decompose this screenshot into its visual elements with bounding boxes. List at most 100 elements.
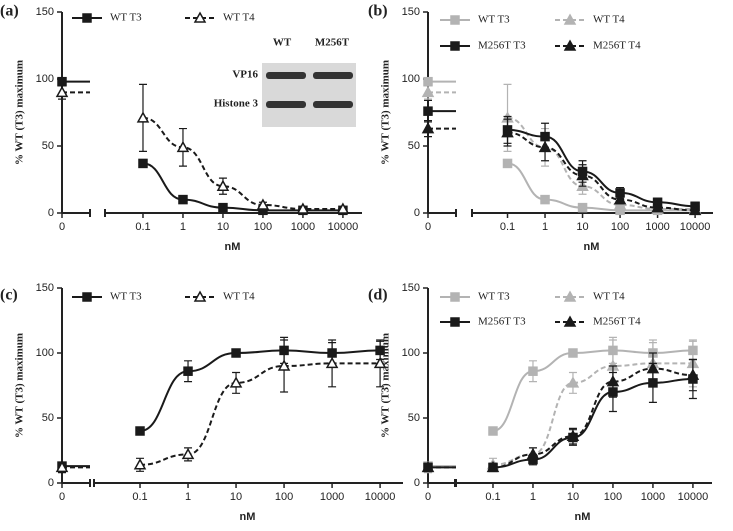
y-tick-label: 0: [414, 207, 420, 219]
y-tick-label: 0: [414, 477, 420, 489]
fit-curve: [428, 110, 696, 208]
marker: [613, 193, 627, 205]
x-tick-label: 10: [567, 491, 579, 503]
x-tick-label: 10: [576, 221, 588, 233]
legend-label: WT T4: [223, 291, 255, 303]
legend-label: M256T T4: [593, 316, 641, 328]
marker: [136, 111, 150, 123]
y-tick-label: 150: [402, 282, 420, 294]
x-tick-label: 100: [611, 221, 629, 233]
marker: [373, 356, 387, 369]
panel-label: (a): [0, 3, 19, 20]
legend-marker: [450, 41, 460, 51]
marker: [566, 376, 580, 388]
marker: [256, 198, 270, 210]
legend-marker: [82, 292, 92, 302]
legend-marker: [563, 290, 577, 302]
fit-curve: [428, 80, 696, 212]
marker: [526, 447, 540, 460]
marker: [216, 179, 230, 191]
blot-band: [313, 101, 353, 108]
inset-column-label: WT: [273, 37, 292, 49]
x-tick-label: 1000: [320, 491, 344, 503]
blot-band: [313, 72, 353, 79]
panel-label: (b): [368, 3, 388, 20]
x-tick-label: 0: [425, 491, 431, 503]
marker: [135, 426, 145, 436]
x-tick-label: 100: [604, 491, 622, 503]
marker: [688, 203, 702, 216]
legend-label: WT T3: [110, 12, 142, 24]
y-tick-label: 50: [408, 412, 420, 424]
y-tick-label: 150: [36, 282, 54, 294]
x-tick-label: 1: [530, 491, 536, 503]
marker: [540, 194, 550, 205]
marker: [421, 460, 435, 473]
marker: [181, 447, 195, 460]
x-axis-label: nM: [240, 511, 256, 523]
marker: [651, 201, 664, 213]
x-tick-label: 10000: [328, 221, 359, 233]
x-axis-label: nM: [225, 241, 241, 253]
marker: [336, 202, 350, 214]
marker: [421, 122, 435, 134]
y-tick-label: 50: [408, 140, 420, 152]
x-axis-label: nM: [575, 511, 591, 523]
legend-label: WT T3: [478, 14, 510, 26]
marker: [218, 202, 228, 213]
legend-label: M256T T3: [478, 316, 526, 328]
marker: [606, 375, 620, 387]
legend-marker: [450, 292, 460, 302]
legend-label: M256T T4: [593, 40, 641, 52]
y-axis-label: % WT (T3) maximum: [14, 333, 26, 438]
panel: (a) 0 50 100 150 0 0.1 1 10 100 1000 10000 % WT (T3)…: [0, 3, 362, 253]
legend-label: WT T4: [223, 12, 255, 24]
y-axis-label: % WT (T3) maximum: [380, 60, 392, 165]
marker: [133, 458, 147, 470]
x-tick-label: 100: [254, 221, 272, 233]
y-tick-label: 50: [42, 412, 54, 424]
inset-column-label: M256T: [315, 37, 350, 49]
x-tick-label: 0.1: [132, 491, 147, 503]
y-tick-label: 150: [36, 6, 54, 18]
x-tick-label: 0.1: [485, 491, 500, 503]
x-tick-label: 0: [425, 221, 431, 233]
x-tick-label: 0.1: [135, 221, 150, 233]
y-axis-label: % WT (T3) maximum: [14, 60, 26, 165]
x-tick-label: 10: [230, 491, 242, 503]
x-tick-label: 0.1: [500, 221, 515, 233]
x-tick-label: 1: [542, 221, 548, 233]
marker: [538, 140, 552, 153]
y-axis-label: % WT (T3) maximum: [380, 333, 392, 438]
x-axis-label: nM: [584, 241, 600, 253]
marker: [138, 158, 148, 169]
legend-marker: [563, 13, 577, 25]
y-tick-label: 100: [36, 73, 54, 85]
x-tick-label: 10000: [680, 221, 711, 233]
x-tick-label: 1000: [641, 491, 665, 503]
legend-label: WT T3: [110, 291, 142, 303]
x-tick-label: 1: [180, 221, 186, 233]
marker: [231, 348, 241, 358]
marker: [613, 198, 627, 210]
marker: [176, 140, 190, 153]
y-tick-label: 100: [402, 347, 420, 359]
marker: [566, 429, 580, 441]
x-tick-label: 0: [59, 221, 65, 233]
fit-curve: [428, 91, 696, 210]
legend-label: WT T3: [478, 291, 510, 303]
legend-label: WT T4: [593, 14, 625, 26]
x-tick-label: 10: [217, 221, 229, 233]
marker: [686, 368, 700, 380]
marker: [568, 348, 578, 358]
inset-row-label: Histone 3: [214, 98, 259, 110]
legend-marker: [450, 15, 460, 25]
marker: [501, 126, 514, 138]
x-tick-label: 1000: [645, 221, 669, 233]
legend-label: WT T4: [593, 291, 625, 303]
x-tick-label: 1000: [291, 221, 315, 233]
fit-curve: [62, 91, 343, 210]
legend-marker: [450, 317, 460, 327]
legend-marker: [193, 11, 207, 23]
legend-marker: [563, 39, 577, 51]
